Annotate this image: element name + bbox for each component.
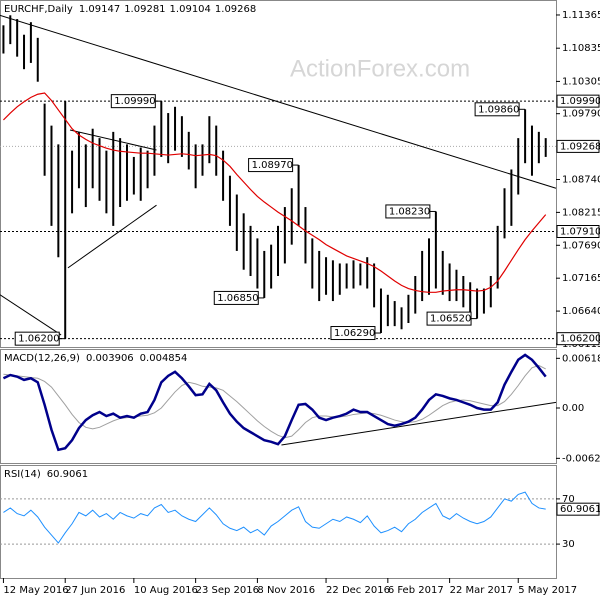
y-tick-label: 0.00 xyxy=(562,403,584,414)
trend-line xyxy=(0,14,557,189)
indicator-value: 0.003906 xyxy=(86,353,134,364)
x-tick-label: 5 May 2017 xyxy=(518,585,577,596)
x-tick-label: 27 Jun 2016 xyxy=(65,585,125,596)
y-tick-label: 1.09790 xyxy=(562,109,600,120)
annotation-box xyxy=(110,94,156,109)
level-label: 1.06200 xyxy=(560,334,600,345)
price-box xyxy=(556,139,600,153)
y-tick-label: -0.00626 xyxy=(562,453,600,464)
y-tick-label: 70 xyxy=(562,494,575,505)
quote-value: 1.09104 xyxy=(170,4,211,15)
moving-average xyxy=(3,92,547,293)
annotation-label: 1.06850 xyxy=(217,293,258,304)
y-tick-label: 1.11365 xyxy=(562,10,600,21)
value-box xyxy=(556,502,600,516)
annotation-label: 1.06520 xyxy=(430,314,471,325)
y-tick-label: 1.10835 xyxy=(562,43,600,54)
annotation-box xyxy=(426,311,472,326)
annotation-box xyxy=(213,290,259,305)
x-tick-label: 10 Aug 2016 xyxy=(134,585,198,596)
annotation-label: 1.06200 xyxy=(18,334,59,345)
annotation-label: 1.09860 xyxy=(478,104,519,115)
trend-line xyxy=(0,294,62,336)
indicator-value: 60.9061 xyxy=(47,469,88,480)
indicator-line xyxy=(2,353,547,452)
chart-title: EURCHF,Daily xyxy=(4,4,73,15)
level-box xyxy=(556,225,600,239)
x-tick-label: 8 Nov 2016 xyxy=(257,585,315,596)
indicator-value: 0.004854 xyxy=(140,353,188,364)
indicator-line xyxy=(3,491,546,544)
indicator-title: MACD(12,26,9) xyxy=(4,353,80,364)
trend-line xyxy=(281,401,557,446)
y-tick-label: 0.00618 xyxy=(562,353,600,364)
annotation-box xyxy=(330,326,376,341)
indicator-title: RSI(14) xyxy=(4,469,41,480)
y-tick-label: 1.07165 xyxy=(562,273,600,284)
level-label: 1.07910 xyxy=(560,227,600,238)
y-tick-label: 1.08740 xyxy=(562,174,600,185)
y-tick-label: 1.07690 xyxy=(562,240,600,251)
annotation-box xyxy=(385,204,431,219)
annotation-box xyxy=(474,102,520,117)
quote-value: 1.09147 xyxy=(79,4,120,15)
rsi-panel xyxy=(0,465,557,579)
annotation-label: 1.06290 xyxy=(334,328,375,339)
annotation-label: 1.08970 xyxy=(252,160,293,171)
x-tick-label: 12 May 2016 xyxy=(3,585,68,596)
x-tick-label: 22 Mar 2017 xyxy=(450,585,513,596)
level-box xyxy=(556,94,600,108)
indicator-line xyxy=(3,364,546,439)
y-tick-label: 1.06640 xyxy=(562,306,600,317)
x-tick-label: 6 Feb 2017 xyxy=(388,585,444,596)
x-tick-label: 23 Sep 2016 xyxy=(196,585,259,596)
watermark: ActionForex.com xyxy=(290,55,470,82)
macd-panel xyxy=(0,349,557,464)
annotation-label: 1.08230 xyxy=(389,206,430,217)
y-tick-label: 1.08215 xyxy=(562,207,600,218)
value-label: 60.9061 xyxy=(560,504,600,515)
quote-value: 1.09268 xyxy=(215,4,256,15)
price-panel xyxy=(0,0,557,348)
level-box xyxy=(556,332,600,346)
quote-value: 1.09281 xyxy=(124,4,165,15)
y-tick-label: 1.10305 xyxy=(562,76,600,87)
annotation-box xyxy=(248,158,294,173)
annotation-box xyxy=(14,331,60,346)
trend-line xyxy=(67,204,157,269)
annotation-label: 1.09990 xyxy=(114,96,155,107)
level-label: 1.09990 xyxy=(560,96,600,107)
y-tick-label: 30 xyxy=(562,539,575,550)
price-label: 1.09268 xyxy=(560,141,600,152)
x-tick-label: 22 Dec 2016 xyxy=(326,585,390,596)
